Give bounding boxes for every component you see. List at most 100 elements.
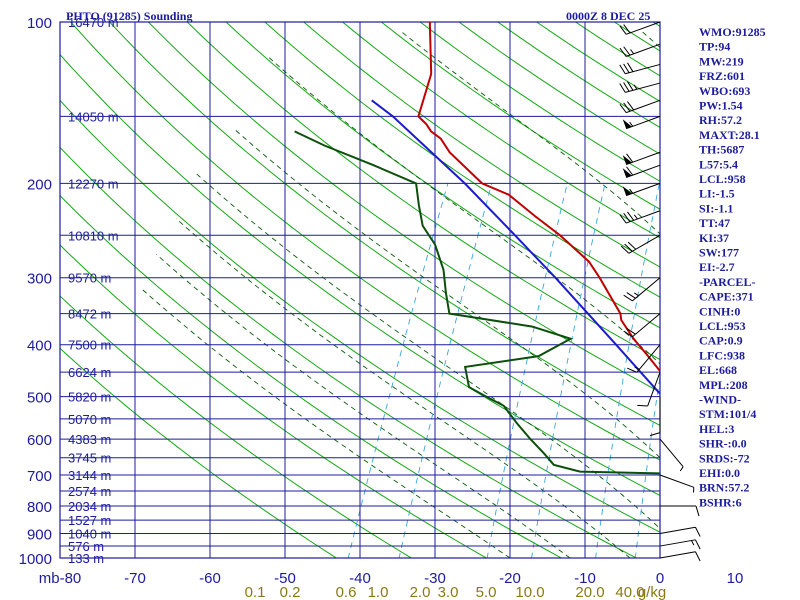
- barb-flag: [626, 153, 634, 163]
- barb-staff: [626, 43, 661, 57]
- height-label: 1527 m: [68, 513, 111, 528]
- pressure-tick-label: 200: [27, 176, 52, 193]
- mixing-ratio-line: [398, 183, 493, 558]
- barb-staff: [625, 82, 661, 93]
- wind-barb: [649, 396, 661, 437]
- index-entry: L57:5.4: [699, 157, 738, 171]
- barb-pennant: [622, 155, 632, 165]
- wind-barb: [659, 526, 701, 537]
- mixing-ratio-label: 1.0: [368, 584, 389, 600]
- barb-staff: [626, 151, 661, 166]
- mixing-ratio-line: [634, 373, 660, 558]
- plot-frame: [59, 21, 661, 559]
- pressure-tick-label: 100: [27, 15, 52, 32]
- barb-half-flag: [633, 84, 638, 90]
- dry-adiabat-line: [60, 146, 638, 558]
- index-entry: WBO:693: [699, 84, 750, 98]
- wind-barb: [619, 210, 661, 224]
- barb-flag: [695, 505, 700, 517]
- barb-half-flag: [629, 188, 634, 194]
- wind-barb: [659, 438, 684, 472]
- height-label: 16470 m: [68, 15, 119, 30]
- temperature-tick-label: 0: [656, 570, 664, 587]
- barb-staff: [626, 210, 661, 224]
- barb-flag: [623, 82, 630, 92]
- pressure-tick-label: 900: [27, 526, 52, 543]
- barb-flag: [619, 214, 627, 224]
- temperature-tick-label: -40: [349, 570, 371, 587]
- barb-half-flag: [634, 366, 640, 370]
- barb-flag: [695, 526, 701, 537]
- barb-flag: [619, 103, 627, 113]
- mixing-ratio-label: 0.1: [245, 584, 266, 600]
- wind-barb: [659, 539, 701, 550]
- mixing-ratio-line: [763, 183, 800, 569]
- barb-flag: [623, 294, 633, 302]
- wind-barb: [619, 81, 661, 93]
- index-entry: SHR-:0.0: [699, 437, 747, 451]
- moist-adiabat-line: [196, 173, 660, 530]
- height-label: 6624 m: [68, 365, 111, 380]
- index-entry: SW:177: [699, 246, 739, 260]
- height-label: 576 m: [68, 539, 104, 554]
- moist-adiabat-line: [234, 128, 660, 459]
- index-entry: EI:-2.7: [699, 260, 735, 274]
- wind-barb: [659, 474, 695, 493]
- pressure-tick-label: 800: [27, 499, 52, 516]
- barb-staff: [632, 313, 661, 338]
- moist-adiabat-line: [156, 253, 571, 558]
- mixing-ratio-line: [486, 183, 568, 558]
- dry-adiabat-line: [60, 53, 660, 497]
- mixing-ratio-label: 0.6: [336, 584, 357, 600]
- index-entry: HEL:3: [699, 422, 734, 436]
- dry-adiabat-line: [458, 22, 660, 155]
- moist-adiabat-line: [175, 218, 631, 558]
- height-label: 3745 m: [68, 451, 111, 466]
- barb-pennant: [622, 119, 632, 129]
- dry-adiabat-line: [60, 347, 338, 558]
- index-entry: LCL:953: [699, 319, 746, 333]
- index-entry: LFC:938: [699, 348, 745, 362]
- mixing-ratio-label: 2.0: [410, 584, 431, 600]
- dry-adiabat-line: [60, 99, 660, 533]
- mixing-ratio-label: 10.0: [515, 584, 544, 600]
- mixing-ratio-label: 5.0: [476, 584, 497, 600]
- barb-flag: [627, 211, 635, 221]
- dry-adiabat-line: [60, 295, 413, 558]
- index-entry: STM:101/4: [699, 407, 756, 421]
- height-label: 5070 m: [68, 412, 111, 427]
- height-label: 14050 m: [68, 109, 119, 124]
- temperature-tick-label: -50: [274, 570, 296, 587]
- wind-barb: [637, 371, 661, 407]
- height-label: 5820 m: [68, 390, 111, 405]
- height-label: 3144 m: [68, 468, 111, 483]
- barb-flag: [627, 62, 634, 72]
- adiabat-lines: [60, 22, 800, 569]
- pressure-tick-label: 1000: [19, 551, 52, 568]
- dry-adiabat-line: [342, 22, 660, 239]
- index-entry: MW:219: [699, 54, 744, 68]
- pressure-grid: [59, 21, 661, 559]
- dry-adiabat-line: [225, 22, 660, 329]
- height-label: 10810 m: [68, 228, 119, 243]
- barb-staff: [625, 63, 661, 75]
- wind-barb: [623, 313, 661, 338]
- temperature-tick-label: -60: [199, 570, 221, 587]
- barb-staff: [659, 474, 694, 488]
- barb-flag: [627, 367, 638, 373]
- barb-staff: [659, 539, 696, 547]
- temperature-tick-label: -70: [124, 570, 146, 587]
- barb-flag: [619, 25, 627, 35]
- dry-adiabat-line: [264, 22, 660, 298]
- barb-flag: [627, 81, 634, 91]
- temperature-tick-label: 10: [727, 570, 744, 587]
- barb-flag: [626, 328, 636, 335]
- wind-barb: [619, 62, 661, 75]
- wind-barb: [623, 277, 661, 302]
- index-entry: TH:5687: [699, 143, 744, 157]
- index-entry: -WIND-: [699, 393, 741, 407]
- chart-title: PHTO (91285) Sounding: [66, 9, 192, 23]
- barb-staff: [626, 164, 661, 178]
- height-label: 9570 m: [68, 271, 111, 286]
- barb-flag: [626, 166, 634, 176]
